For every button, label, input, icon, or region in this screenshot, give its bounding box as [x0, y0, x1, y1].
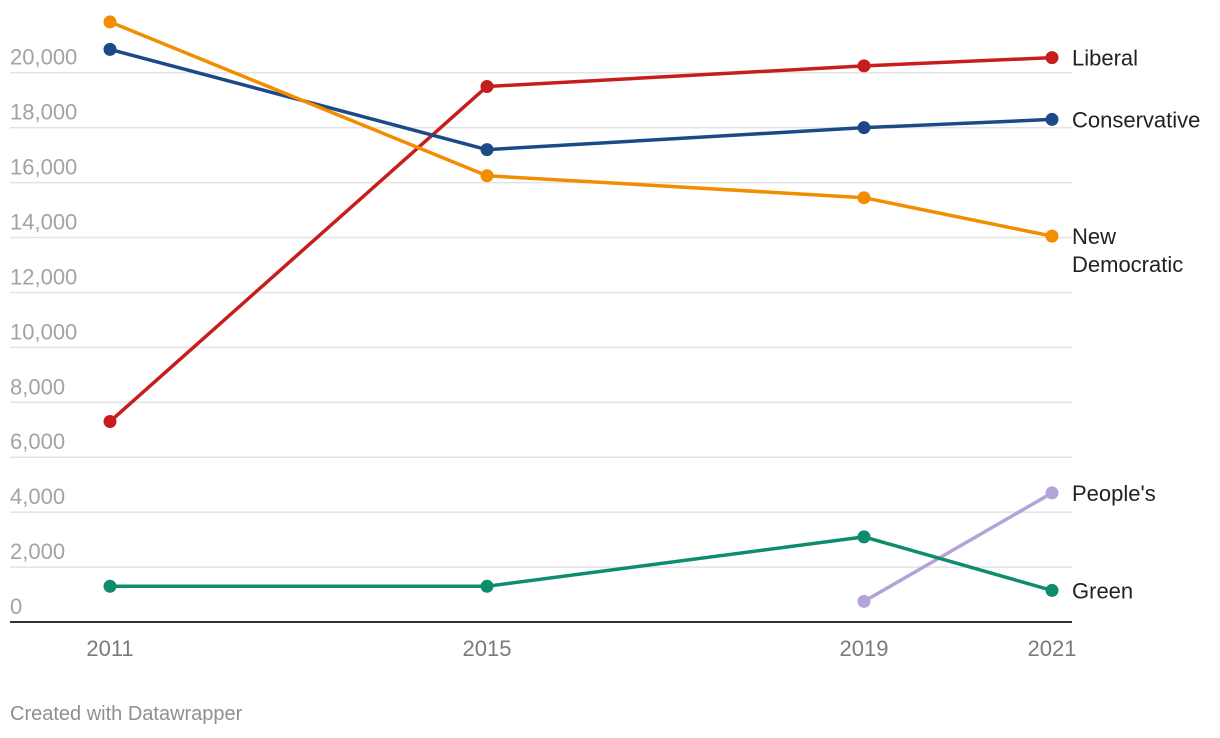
- series-line-new-democratic: [109, 20, 1053, 238]
- x-tick-label: 2015: [463, 636, 512, 661]
- data-point-new-democratic: [857, 191, 871, 205]
- series-labels: Liberal Conservative New Democratic People's…: [1072, 46, 1200, 604]
- data-point-liberal: [480, 79, 494, 93]
- series-line-liberal: [108, 55, 1053, 423]
- y-tick-label: 10,000: [10, 319, 77, 344]
- data-point-conservative: [857, 121, 871, 135]
- series-label-green: Green: [1072, 578, 1133, 603]
- x-tick-label: 2011: [86, 636, 133, 661]
- series-label-people-s: People's: [1072, 481, 1156, 506]
- data-point-people-s: [1045, 486, 1059, 500]
- y-tick-label: 20,000: [10, 45, 77, 70]
- y-tick-label: 8,000: [10, 374, 65, 399]
- data-point-green: [1045, 583, 1059, 597]
- gridlines: [10, 71, 1072, 623]
- data-point-new-democratic: [480, 169, 494, 183]
- credit-text: Created with Datawrapper: [10, 703, 243, 725]
- x-tick-label: 2019: [840, 636, 889, 661]
- data-point-new-democratic: [1045, 229, 1059, 243]
- x-axis-ticks: 2011 2015 2019 2021: [86, 636, 1076, 661]
- x-tick-label: 2021: [1028, 636, 1077, 661]
- series-line-people-s: [863, 491, 1053, 603]
- data-point-green: [103, 579, 117, 593]
- y-tick-label: 6,000: [10, 429, 65, 454]
- y-tick-label: 12,000: [10, 264, 77, 289]
- data-point-green: [857, 530, 871, 544]
- y-axis-ticks: 0 2,000 4,000 6,000 8,000 10,000 12,000 14,000 1…: [10, 45, 77, 619]
- series-lines: [103, 15, 1059, 608]
- y-tick-label: 16,000: [10, 155, 77, 180]
- data-point-green: [480, 579, 494, 593]
- data-point-conservative: [103, 42, 117, 56]
- y-tick-label: 0: [10, 594, 22, 619]
- data-point-people-s: [857, 594, 871, 608]
- y-tick-label: 14,000: [10, 210, 77, 235]
- y-tick-label: 18,000: [10, 100, 77, 125]
- series-label-liberal: Liberal: [1072, 46, 1138, 71]
- series-line-green: [110, 535, 1053, 593]
- data-point-new-democratic: [103, 15, 117, 29]
- data-point-liberal: [1045, 51, 1059, 65]
- data-point-liberal: [857, 59, 871, 73]
- data-point-conservative: [480, 143, 494, 157]
- data-point-liberal: [103, 415, 117, 429]
- series-label-new-democratic: New Democratic: [1072, 224, 1183, 277]
- data-point-conservative: [1045, 112, 1059, 126]
- y-tick-label: 4,000: [10, 484, 65, 509]
- y-tick-label: 2,000: [10, 539, 65, 564]
- series-label-conservative: Conservative: [1072, 107, 1200, 132]
